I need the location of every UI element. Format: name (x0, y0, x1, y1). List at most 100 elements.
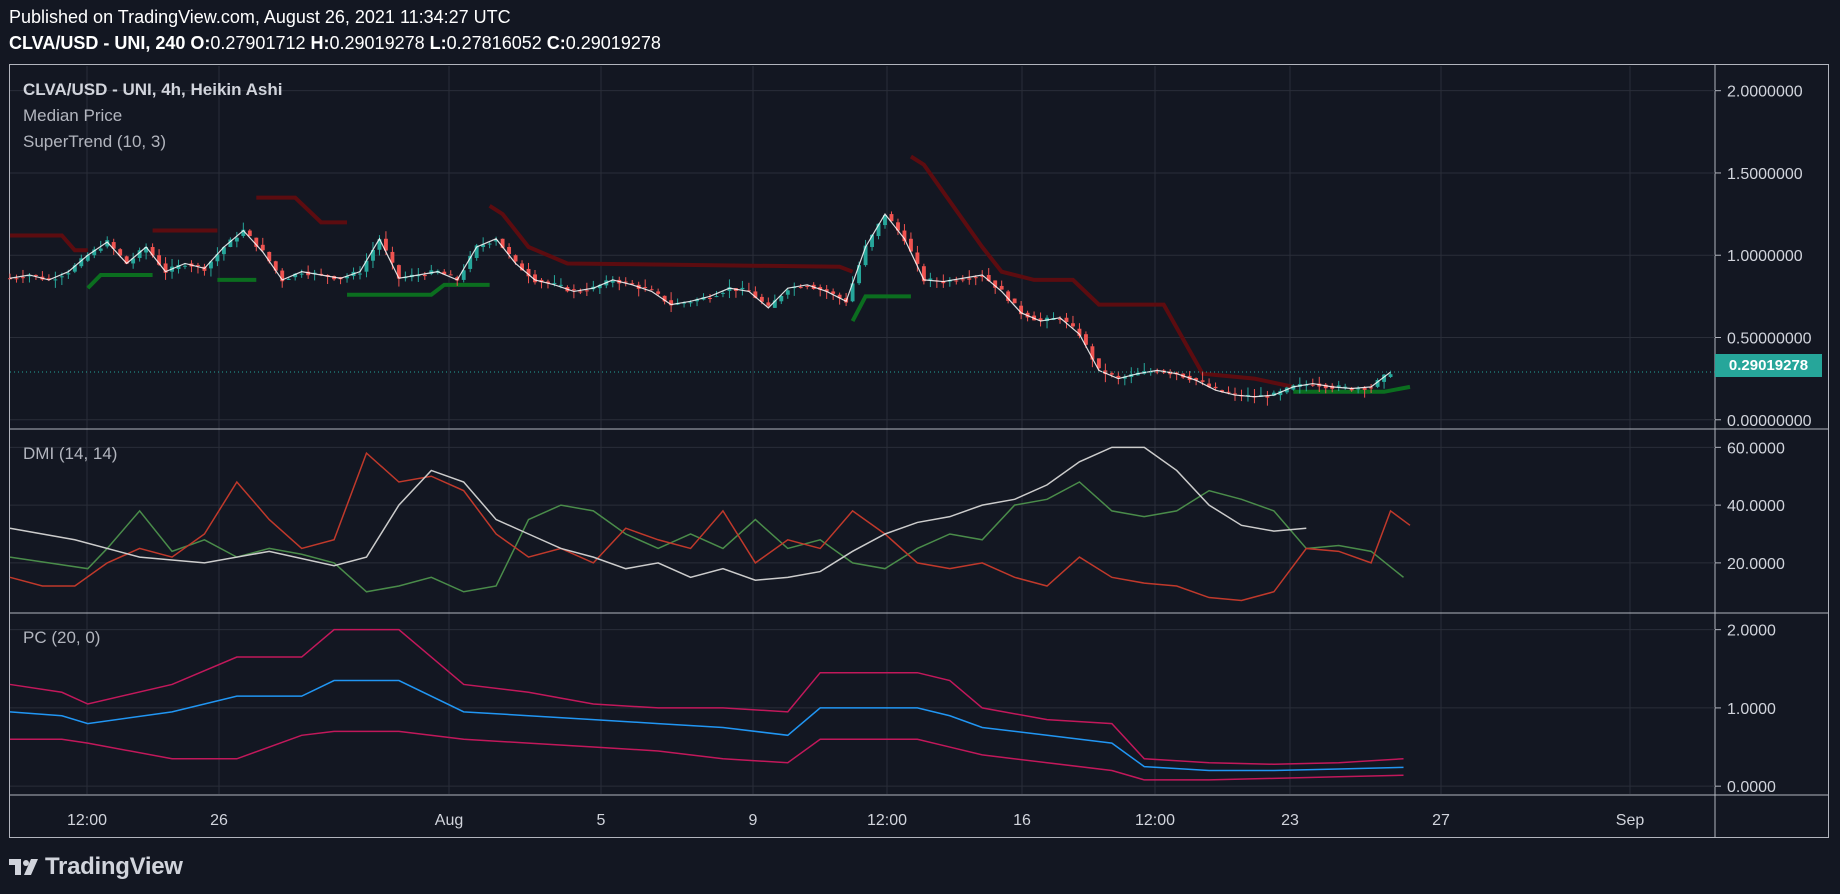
candle-body (1246, 394, 1250, 396)
x-tick-label: 9 (749, 812, 758, 829)
y-tick-label: 60.0000 (1727, 440, 1785, 457)
candle-body (306, 271, 311, 276)
x-tick-label: 5 (597, 812, 606, 829)
low-label: L: (429, 33, 447, 53)
x-tick-label: 23 (1281, 812, 1299, 829)
open-label: O: (190, 33, 211, 53)
candle-body (221, 247, 226, 255)
candle-body (442, 271, 447, 275)
candle-body (721, 292, 725, 294)
candle-body (1220, 390, 1224, 392)
candle-body (1226, 391, 1231, 393)
candle-body (1207, 383, 1212, 387)
median-price-line (9, 213, 1391, 398)
dmi_minus-line (9, 451, 1411, 602)
candle-body (1382, 374, 1387, 382)
candle-body (623, 281, 628, 283)
candle-body (1323, 384, 1328, 389)
candle-body (973, 277, 978, 279)
candle-body (157, 255, 162, 265)
candle-body (779, 295, 784, 302)
candle-body (507, 247, 512, 255)
candle-body (785, 290, 790, 295)
candle-body (889, 214, 894, 222)
candle-body (824, 289, 829, 292)
candle-body (27, 275, 32, 277)
published-line: Published on TradingView.com, August 26,… (9, 7, 511, 27)
candle-body (1265, 396, 1270, 398)
candle-body (14, 278, 19, 280)
pc-legend[interactable]: PC (20, 0) (23, 628, 101, 647)
candle-body (228, 239, 233, 247)
dmi-legend[interactable]: DMI (14, 14) (23, 444, 118, 463)
supertrend-up-segment (347, 282, 490, 297)
candle-body (1369, 387, 1374, 389)
candle-body (688, 302, 693, 304)
candle-body (740, 287, 745, 290)
tradingview-logo[interactable]: TradingView (9, 853, 183, 881)
median-price-legend[interactable]: Median Price (23, 106, 123, 125)
candle-body (293, 273, 298, 278)
candle-body (915, 252, 920, 264)
y-tick-label: 1.5000000 (1727, 166, 1803, 183)
main-series-legend[interactable]: CLVA/USD - UNI, 4h, Heikin Ashi (23, 80, 283, 99)
candle-body (176, 264, 181, 269)
candle-body (1155, 371, 1160, 373)
candle-body (928, 278, 933, 280)
candle-body (850, 283, 855, 302)
candle-body (520, 263, 524, 271)
candle-body (902, 230, 907, 242)
open-value: 0.27901712 (210, 33, 306, 53)
candle-body (358, 273, 362, 275)
chart-frame[interactable] (9, 64, 1829, 838)
y-tick-label: 2.0000000 (1727, 84, 1803, 101)
candle-body (371, 249, 375, 261)
candle-body (1362, 387, 1367, 390)
supertrend-down-segment (10, 233, 88, 253)
supertrend-down-segment (488, 204, 854, 274)
candle-body (1064, 317, 1069, 322)
candle-body (1271, 392, 1276, 396)
candle-body (662, 295, 667, 302)
candle-body (72, 265, 77, 272)
candle-body (753, 291, 758, 298)
x-tick-label: Aug (435, 812, 463, 829)
candle-body (481, 244, 486, 247)
candle-body (798, 287, 803, 289)
candle-body (196, 265, 200, 267)
y-tick-label: 0.00000000 (1727, 413, 1812, 430)
candle-body (260, 244, 265, 251)
candle-body (1349, 387, 1354, 391)
x-tick-label: 16 (1013, 812, 1031, 829)
candle-body (21, 277, 25, 279)
candle-body (805, 285, 810, 287)
low-value: 0.27816052 (446, 33, 542, 53)
x-tick-label: Sep (1616, 812, 1645, 829)
y-tick-label: 0.0000 (1727, 779, 1776, 796)
candle-body (267, 251, 272, 262)
candle-body (533, 274, 537, 283)
supertrend-legend[interactable]: SuperTrend (10, 3) (23, 132, 166, 151)
supertrend-up-segment (86, 272, 153, 290)
candle-body (876, 223, 881, 237)
y-tick-label: 0.50000000 (1727, 331, 1812, 348)
y-tick-label: 1.0000 (1727, 701, 1776, 718)
candle-body (986, 274, 991, 281)
candle-body (150, 247, 155, 256)
candle-body (1122, 376, 1127, 379)
candle-body (759, 296, 764, 302)
candle-body (234, 237, 239, 242)
candle-body (571, 289, 576, 291)
candle-body (883, 215, 887, 226)
candle-body (708, 298, 712, 300)
candle-body (656, 291, 661, 294)
candle-body (863, 245, 868, 266)
candle-body (610, 280, 615, 283)
candle-body (383, 238, 388, 251)
candle-body (1058, 318, 1062, 320)
candle-body (1006, 291, 1011, 301)
candle-body (1012, 298, 1017, 304)
candle-body (772, 300, 777, 308)
candle-body (1103, 370, 1108, 375)
